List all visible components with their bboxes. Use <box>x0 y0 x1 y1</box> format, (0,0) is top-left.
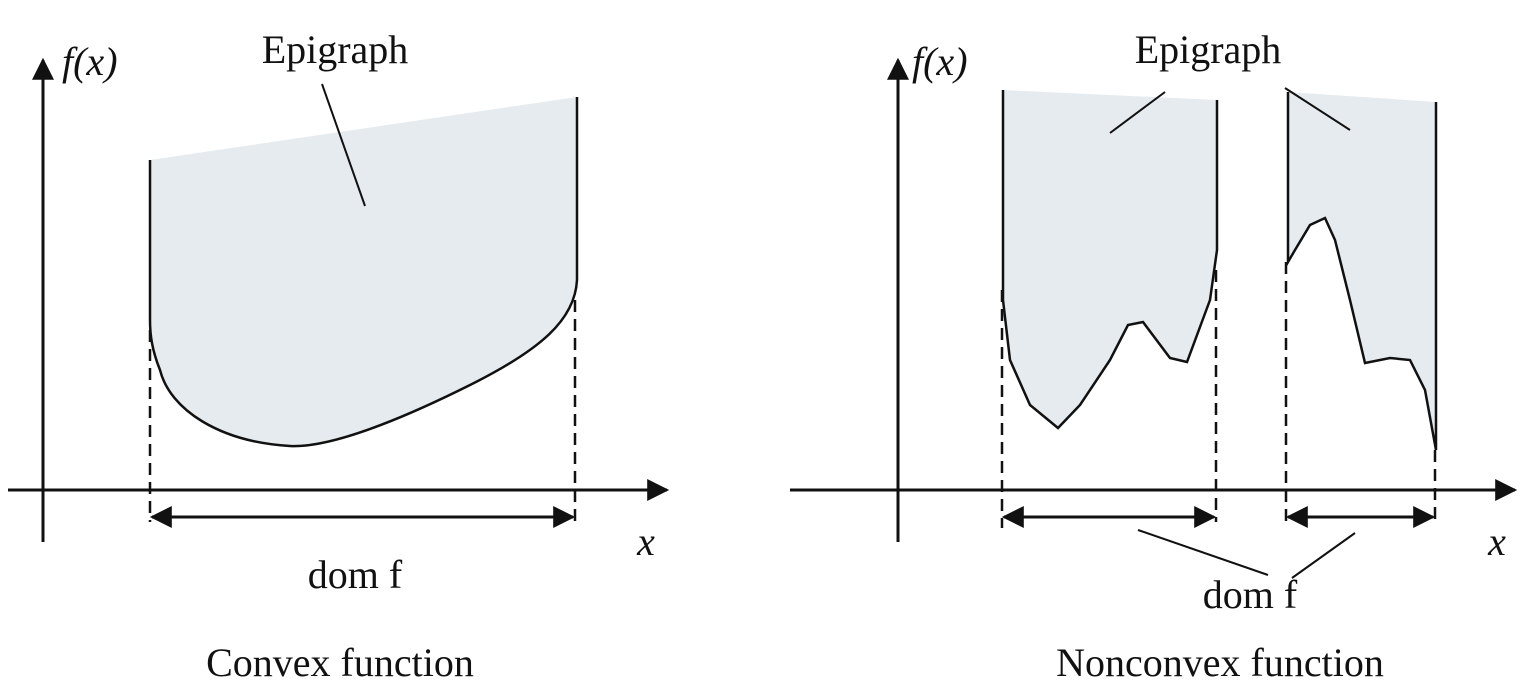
caption: Convex function <box>206 640 474 685</box>
epigraph-region <box>1003 90 1217 428</box>
convex-panel: f(x) Epigraph x dom f Convex function <box>8 27 670 685</box>
leader-line <box>1109 91 1166 134</box>
function-curve <box>1286 92 1438 451</box>
x-axis-label: x <box>1487 519 1506 564</box>
epigraph-region <box>1288 92 1436 450</box>
x-axis-label: x <box>636 519 655 564</box>
region-label: Epigraph <box>1135 27 1282 72</box>
caption: Nonconvex function <box>1056 640 1384 685</box>
leader-line <box>1137 529 1269 576</box>
leader-line <box>1291 532 1356 579</box>
y-axis-label: f(x) <box>62 39 118 84</box>
y-axis-label: f(x) <box>912 39 968 84</box>
domain-label: dom f <box>1203 572 1298 617</box>
leader-line <box>1284 87 1351 131</box>
function-curve <box>148 97 579 448</box>
nonconvex-panel: f(x) Epigraph x dom f Nonconvex function <box>790 27 1518 685</box>
region-label: Epigraph <box>262 27 409 72</box>
function-curve <box>1001 90 1219 430</box>
domain-label: dom f <box>308 552 403 597</box>
epigraph-region <box>150 97 577 447</box>
leader-line <box>321 83 366 207</box>
